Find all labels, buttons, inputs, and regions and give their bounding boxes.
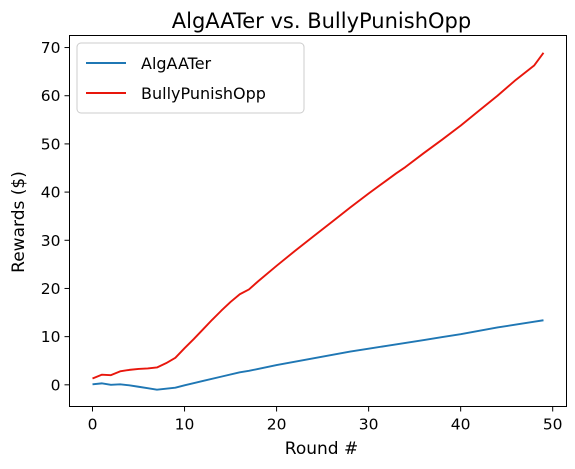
series-line-1 (92, 52, 545, 380)
x-tick-label: 20 (267, 416, 287, 434)
series-line-0 (92, 319, 544, 391)
x-tick-label: 40 (451, 416, 471, 434)
y-axis-label: Rewards ($) (9, 171, 29, 273)
chart-title: AlgAATer vs. BullyPunishOpp (172, 9, 471, 33)
legend-label-0: AlgAATer (141, 54, 212, 73)
legend-label-1: BullyPunishOpp (141, 84, 266, 103)
plot-area: 0 10 20 30 40 50 0 10 20 30 40 50 60 70 (41, 35, 567, 434)
x-tick-label: 0 (88, 416, 98, 434)
y-tick-label: 60 (41, 87, 61, 105)
x-axis-label: Round # (285, 439, 358, 459)
y-tick-label: 20 (41, 280, 61, 298)
x-tick-label: 50 (543, 416, 563, 434)
y-tick-label: 30 (41, 232, 61, 250)
y-tick-label: 0 (51, 376, 61, 394)
legend-box (76, 42, 305, 114)
y-tick-label: 70 (41, 39, 61, 57)
x-tick-label: 30 (359, 416, 379, 434)
legend: AlgAATer BullyPunishOpp (76, 42, 305, 114)
y-tick-label: 10 (41, 328, 61, 346)
y-tick-label: 40 (41, 184, 61, 202)
x-tick-label: 10 (175, 416, 195, 434)
y-tick-label: 50 (41, 135, 61, 153)
plot-frame (69, 35, 567, 407)
